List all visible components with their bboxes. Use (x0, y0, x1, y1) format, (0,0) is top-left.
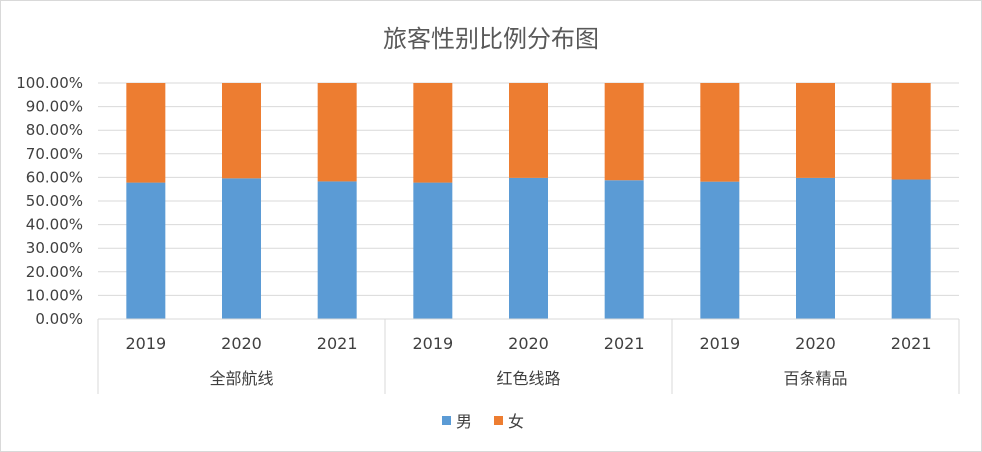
bar-male-8 (891, 179, 931, 319)
x-group-label: 全部航线 (209, 369, 273, 388)
legend: 男女 (442, 412, 524, 431)
bar-female-1 (222, 83, 261, 179)
legend-label-male: 男 (456, 412, 472, 431)
legend-swatch-male (442, 416, 451, 425)
x-category-label: 2019 (412, 334, 453, 353)
x-group-label: 百条精品 (783, 369, 847, 388)
bar-male-3 (413, 182, 453, 319)
y-tick-label: 60.00% (26, 168, 83, 186)
x-category-label: 2021 (317, 334, 358, 353)
bar-male-1 (222, 178, 261, 319)
x-category-label: 2019 (699, 334, 740, 353)
bar-male-2 (317, 181, 357, 319)
y-tick-label: 30.00% (26, 239, 83, 257)
bar-female-7 (796, 83, 835, 178)
x-axis: 2019 2020 2021 2019 2020 2021 2019 2020 2021 全部航线… (97, 318, 960, 394)
x-category-label: 2020 (221, 334, 262, 353)
bar-female-0 (126, 83, 166, 183)
bar-female-8 (891, 83, 931, 180)
bar-male-0 (126, 182, 166, 319)
x-category-label: 2021 (891, 334, 932, 353)
y-tick-label: 100.00% (16, 74, 83, 92)
legend-label-female: 女 (508, 412, 524, 431)
bar-female-5 (604, 83, 644, 181)
bar-female-2 (317, 83, 357, 182)
y-tick-label: 70.00% (26, 145, 83, 163)
y-tick-label: 80.00% (26, 121, 83, 139)
bars (126, 83, 931, 319)
legend-swatch-female (494, 416, 503, 425)
chart-title: 旅客性别比例分布图 (383, 25, 599, 53)
x-category-label: 2020 (508, 334, 549, 353)
y-tick-label: 90.00% (26, 98, 83, 116)
y-tick-label: 20.00% (26, 263, 83, 281)
x-group-label: 红色线路 (496, 369, 560, 388)
bar-male-4 (509, 177, 548, 319)
y-tick-label: 50.00% (26, 192, 83, 210)
y-tick-label: 40.00% (26, 216, 83, 234)
bar-female-4 (509, 83, 548, 178)
x-category-label: 2019 (125, 334, 166, 353)
y-axis-ticks: 0.00% 10.00% 20.00% 30.00% 40.00% 50.00% 60.00… (16, 74, 83, 328)
bar-male-6 (700, 181, 740, 319)
y-tick-label: 0.00% (35, 310, 83, 328)
y-tick-label: 10.00% (26, 286, 83, 304)
bar-female-3 (413, 83, 453, 183)
x-category-label: 2021 (604, 334, 645, 353)
bar-male-7 (796, 177, 835, 319)
x-category-label: 2020 (795, 334, 836, 353)
bar-male-5 (604, 180, 644, 319)
bar-female-6 (700, 83, 740, 182)
